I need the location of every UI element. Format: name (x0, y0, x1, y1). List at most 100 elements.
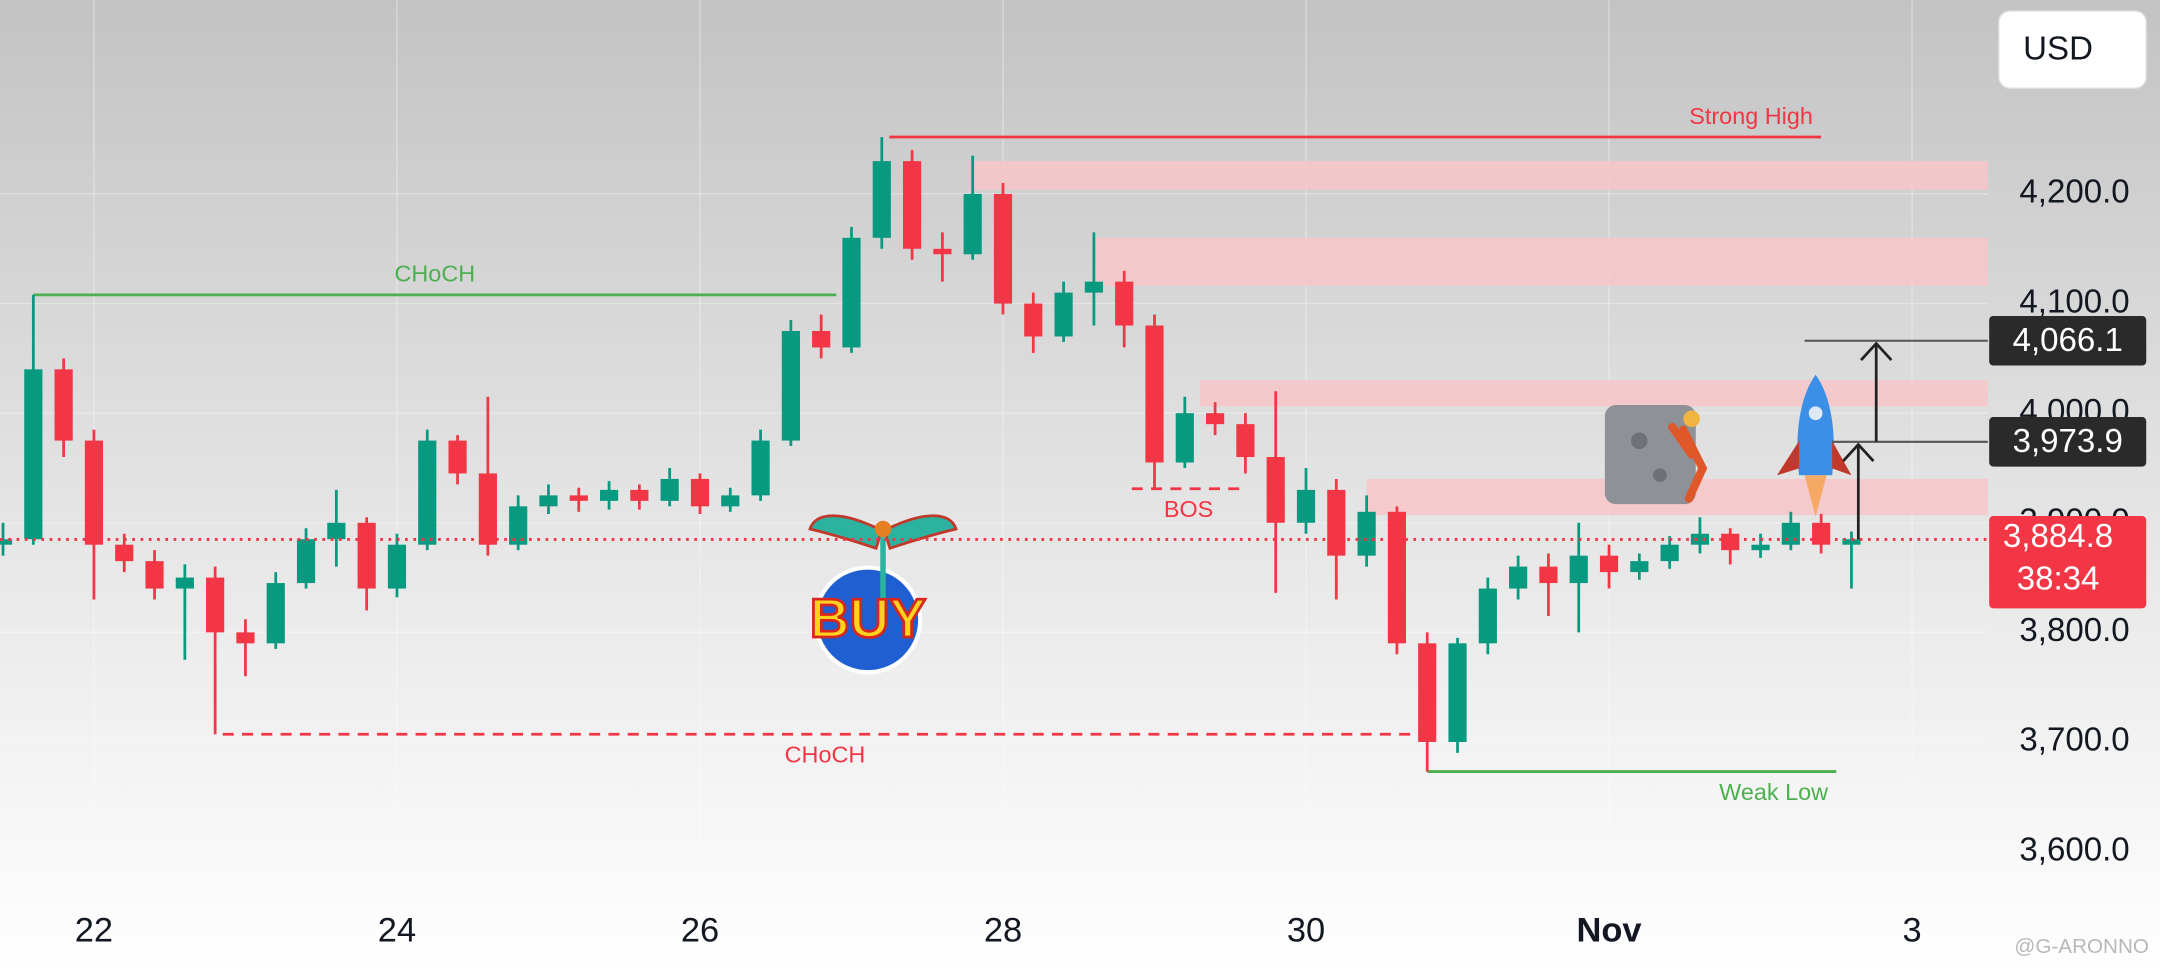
arrow-head (1860, 341, 1893, 361)
y-tick-label: 3,800.0 (2019, 612, 2129, 649)
y-tick-label: 3,600.0 (2019, 831, 2129, 868)
price-tag-label: 3,884.8 (2003, 518, 2113, 555)
candle-body (327, 522, 346, 540)
candle-body (721, 495, 740, 507)
candle-body (145, 561, 164, 589)
candle-body (206, 577, 225, 633)
x-tick-label: 26 (681, 912, 719, 950)
candles (0, 136, 1861, 772)
candle-body (24, 369, 43, 540)
candle-body (1296, 489, 1316, 523)
candle-body (175, 577, 194, 589)
candle-body (872, 161, 891, 238)
candle-body (1721, 533, 1740, 551)
candle-body (1690, 533, 1710, 545)
price-tag (1989, 315, 2147, 366)
candle-body (1024, 303, 1043, 337)
candle-body (1660, 544, 1679, 562)
supply-demand-zone (1093, 237, 1988, 287)
candle-body (296, 539, 316, 584)
y-tick-label: 3,700.0 (2019, 722, 2129, 759)
candle-body (1387, 511, 1407, 644)
candle-body (418, 440, 437, 545)
candle-body (1266, 457, 1285, 523)
levels: Strong High CHoCH CHoCH BOS Weak Low (33, 103, 1837, 805)
candle-body (660, 478, 679, 501)
candle-body (509, 506, 528, 545)
zones (972, 161, 1988, 516)
candle-body (1175, 413, 1194, 463)
y-tick-label: 4,100.0 (2019, 283, 2129, 320)
candle-body (1509, 566, 1528, 589)
candle-body (569, 495, 588, 501)
candle-body (84, 440, 104, 545)
currency-button-box[interactable] (1998, 10, 2147, 89)
candle-body (690, 478, 710, 507)
candle-body (1357, 511, 1376, 556)
sticker-text: BUY (810, 587, 926, 649)
candle-body (1054, 292, 1073, 337)
x-tick-label: 28 (984, 912, 1022, 950)
y-tick-label: 4,200.0 (2019, 174, 2129, 211)
candle-body (1599, 555, 1619, 573)
candle-body (478, 473, 497, 545)
candle-body (1781, 522, 1800, 545)
climber-sticker (1604, 405, 1708, 505)
candle-body (1812, 522, 1831, 545)
candle-body (902, 161, 922, 249)
arrow-head (1842, 442, 1875, 463)
watermark: @G-ARONNO (2014, 935, 2149, 958)
supply-demand-zone (972, 161, 1988, 190)
x-tick-label: 22 (75, 912, 113, 950)
price-tag-label: 4,066.1 (2013, 322, 2123, 359)
candle-body (539, 495, 558, 507)
countdown: 38:34 (2017, 560, 2100, 597)
candle-body (781, 330, 800, 441)
buy-sticker: BUY (808, 514, 958, 675)
price-tag (1989, 416, 2147, 467)
rocket-sticker (1777, 374, 1852, 517)
x-tick-label: 3 (1902, 912, 1921, 950)
candle-body (963, 193, 982, 255)
candle-body (0, 539, 13, 545)
level-label: CHoCH (395, 261, 476, 287)
candle-body (1539, 566, 1558, 584)
candle-body (1448, 643, 1467, 742)
candle-body (1569, 555, 1588, 584)
candle-body (1630, 561, 1649, 573)
level-label: Weak Low (1719, 779, 1828, 805)
candle-body (448, 440, 467, 474)
candle-body (630, 489, 649, 501)
candle-body (387, 544, 407, 589)
candle-body (812, 330, 831, 348)
candle-body (1115, 281, 1134, 326)
candle-body (933, 248, 952, 255)
candle-body (1327, 489, 1346, 556)
candle-body (1145, 325, 1164, 463)
level-label: Strong High (1689, 103, 1813, 129)
candle-body (1206, 413, 1225, 425)
candle-body (1418, 643, 1437, 742)
supply-demand-zone (1199, 380, 1988, 407)
level-label: CHoCH (785, 742, 866, 768)
candle-body (236, 632, 255, 644)
candle-body (842, 237, 861, 348)
candle-body (54, 369, 73, 441)
candle-body (1842, 539, 1861, 545)
currency-label[interactable]: USD (2023, 31, 2093, 68)
candle-body (1084, 281, 1103, 293)
price-tag-label: 3,973.9 (2013, 423, 2123, 460)
candle-body (1478, 588, 1497, 644)
candle-body (1751, 544, 1770, 551)
candle-body (1236, 424, 1255, 458)
candle-body (115, 544, 134, 562)
x-tick-label: Nov (1577, 912, 1642, 950)
candle-body (993, 193, 1013, 304)
candle-body (357, 522, 376, 589)
candle-body (751, 440, 770, 496)
candle-body (599, 489, 619, 501)
currency-button[interactable]: USD (1998, 10, 2147, 89)
price-tags: 4,066.1 3,973.9 3,884.8 38:34 (0, 315, 2147, 609)
level-label: BOS (1164, 496, 1213, 522)
